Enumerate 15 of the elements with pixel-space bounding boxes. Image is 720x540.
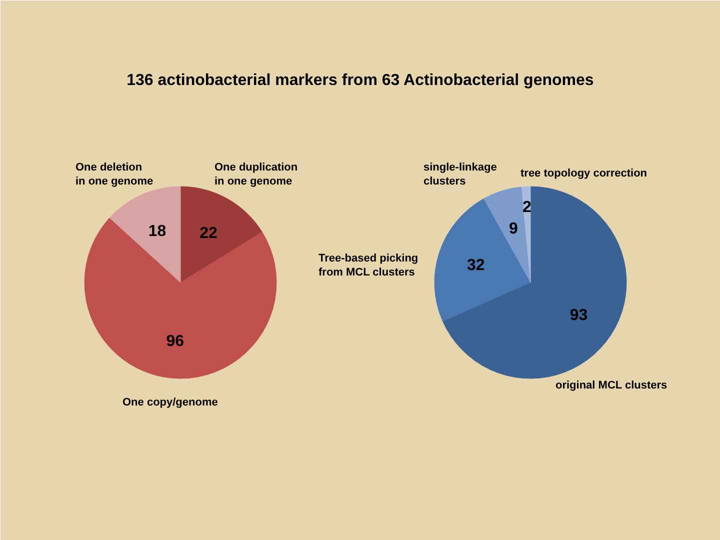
slice-label: Tree-based picking from MCL clusters <box>318 252 418 278</box>
data-label: 2 <box>522 198 532 216</box>
text: 136 actinobacterial markers from 63 Actinobacterial genomes <box>126 72 594 89</box>
data-label: 93 <box>570 306 588 324</box>
slice-label: One copy/genome <box>122 396 218 408</box>
slice-label: single-linkage clusters <box>424 162 497 188</box>
slice-label: original MCL clusters <box>556 380 668 392</box>
slice-label: tree topology correction <box>520 168 648 180</box>
data-label: 18 <box>148 222 166 240</box>
data-label: 9 <box>509 220 518 238</box>
data-label: 32 <box>466 257 485 274</box>
data-label: 22 <box>200 225 218 242</box>
slice-label: One duplication in one genome <box>214 162 298 188</box>
data-label: 96 <box>166 332 184 350</box>
slice-label: One deletion in one genome <box>76 162 154 188</box>
